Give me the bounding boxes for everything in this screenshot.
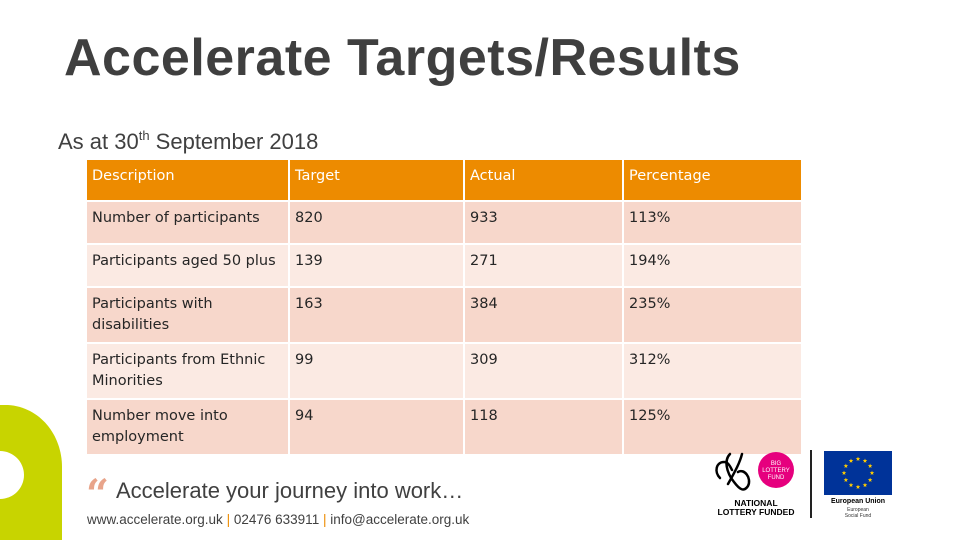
eu-star-icon <box>843 463 849 468</box>
eu-star-icon <box>848 482 854 488</box>
footer-separator: | <box>322 512 327 527</box>
eu-line2: European <box>847 507 869 513</box>
lottery-line2: LOTTERY FUNDED <box>718 507 795 517</box>
cell-actual: 309 <box>463 342 624 401</box>
eu-star-icon <box>848 458 854 463</box>
cell-description: Participants with disabilities <box>85 285 290 345</box>
subtitle-ordinal: th <box>138 128 150 143</box>
results-table: Description Target Actual Percentage Num… <box>85 158 803 457</box>
footer-website[interactable]: www.accelerate.org.uk <box>87 512 223 527</box>
eu-star-icon <box>855 484 861 489</box>
cell-description: Number move into employment <box>85 398 290 457</box>
cell-actual: 118 <box>463 398 624 457</box>
eu-star-icon <box>843 477 849 482</box>
cell-percentage: 125% <box>622 398 803 457</box>
table-row: Participants from Ethnic Minorities 99 3… <box>85 342 803 401</box>
header-actual: Actual <box>463 158 624 202</box>
eu-star-icon <box>841 470 847 475</box>
cell-target: 94 <box>288 398 465 457</box>
header-target: Target <box>288 158 465 202</box>
eu-star-icon <box>867 463 873 468</box>
subtitle-suffix: September 2018 <box>149 129 319 154</box>
cell-percentage: 194% <box>622 243 803 288</box>
eu-line3: Social Fund <box>845 513 872 519</box>
table-row: Number move into employment 94 118 125% <box>85 398 803 457</box>
footer-phone: 02476 633911 <box>233 512 320 527</box>
slide-title: Accelerate Targets/Results <box>64 29 741 87</box>
table-header-row: Description Target Actual Percentage <box>85 158 803 202</box>
national-lottery-logo-icon: BIG LOTTERY FUND NATIONAL LOTTERY FUNDED <box>715 452 795 517</box>
cell-target: 163 <box>288 285 465 345</box>
footer-email[interactable]: info@accelerate.org.uk <box>330 512 470 527</box>
quote-mark-icon: “ <box>86 471 110 518</box>
cell-percentage: 312% <box>622 342 803 401</box>
eu-star-icon <box>862 482 868 488</box>
cell-description: Participants aged 50 plus <box>85 243 290 288</box>
cell-target: 99 <box>288 342 465 401</box>
eu-flag-logo-icon: European Union European Social Fund <box>824 451 892 519</box>
logo-divider <box>810 450 812 518</box>
header-percentage: Percentage <box>622 158 803 202</box>
cell-actual: 384 <box>463 285 624 345</box>
footer-separator: | <box>226 512 231 527</box>
accelerate-logo-icon <box>0 405 62 540</box>
footer-contact: www.accelerate.org.uk | 02476 633911 | i… <box>87 512 469 527</box>
lottery-badge-text: BIG <box>771 461 782 467</box>
cell-target: 139 <box>288 243 465 288</box>
eu-star-icon <box>855 456 861 461</box>
tagline: Accelerate your journey into work… <box>116 478 464 503</box>
svg-text:FUND: FUND <box>768 475 785 481</box>
cell-actual: 271 <box>463 243 624 288</box>
eu-star-icon <box>862 458 868 463</box>
subtitle-prefix: As at 30 <box>58 129 139 154</box>
lottery-line1: NATIONAL <box>734 498 777 508</box>
cell-actual: 933 <box>463 200 624 245</box>
eu-star-icon <box>869 470 875 475</box>
eu-star-icon <box>867 477 873 482</box>
cell-target: 820 <box>288 200 465 245</box>
cell-description: Participants from Ethnic Minorities <box>85 342 290 401</box>
table-row: Number of participants 820 933 113% <box>85 200 803 245</box>
cell-description: Number of participants <box>85 200 290 245</box>
subtitle-date: As at 30th September 2018 <box>58 128 318 155</box>
cell-percentage: 113% <box>622 200 803 245</box>
eu-line1: European Union <box>831 498 885 505</box>
header-description: Description <box>85 158 290 202</box>
cell-percentage: 235% <box>622 285 803 345</box>
svg-text:LOTTERY: LOTTERY <box>762 468 790 474</box>
table-row: Participants aged 50 plus 139 271 194% <box>85 243 803 288</box>
table-row: Participants with disabilities 163 384 2… <box>85 285 803 345</box>
